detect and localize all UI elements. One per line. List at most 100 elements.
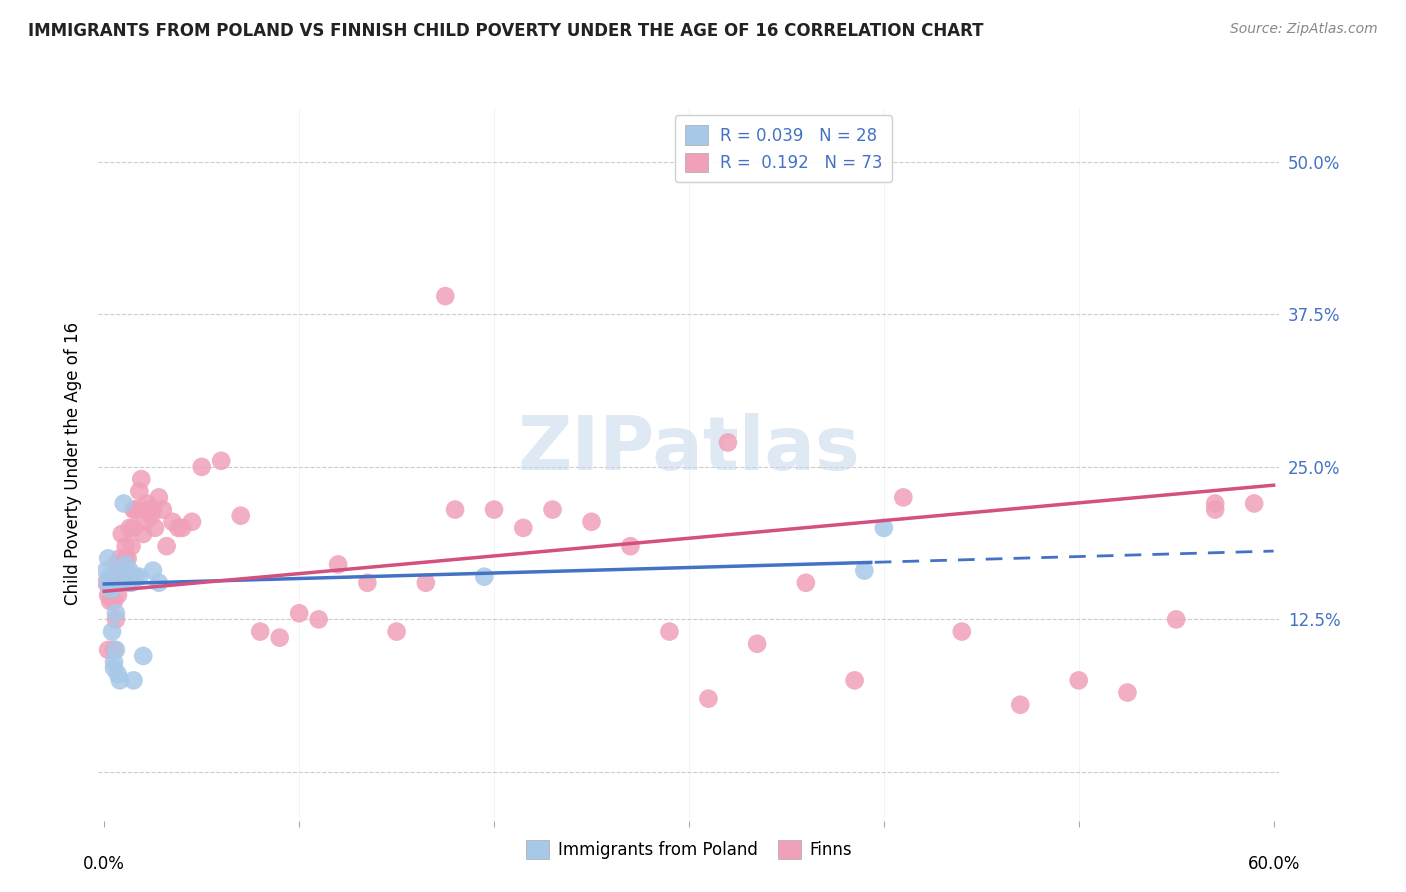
- Point: [1010, 698, 1032, 712]
- Point: [415, 575, 437, 590]
- Point: [104, 612, 127, 626]
- Point: [190, 459, 212, 474]
- Point: [114, 551, 136, 566]
- Point: [1166, 612, 1188, 626]
- Point: [541, 502, 564, 516]
- Point: [132, 648, 155, 663]
- Point: [1204, 496, 1226, 510]
- Point: [122, 521, 145, 535]
- Point: [747, 637, 769, 651]
- Point: [104, 607, 127, 621]
- Point: [209, 454, 232, 468]
- Point: [148, 575, 170, 590]
- Point: [107, 588, 129, 602]
- Point: [853, 564, 876, 578]
- Point: [134, 515, 156, 529]
- Point: [581, 515, 603, 529]
- Point: [132, 527, 155, 541]
- Point: [124, 502, 146, 516]
- Point: [118, 521, 141, 535]
- Point: [444, 502, 467, 516]
- Point: [121, 575, 143, 590]
- Point: [434, 289, 457, 303]
- Point: [142, 502, 165, 516]
- Point: [156, 539, 179, 553]
- Point: [112, 569, 135, 583]
- Text: ZIPatlas: ZIPatlas: [517, 413, 860, 486]
- Point: [104, 643, 127, 657]
- Point: [139, 508, 162, 523]
- Text: Source: ZipAtlas.com: Source: ZipAtlas.com: [1230, 22, 1378, 37]
- Point: [1067, 673, 1090, 688]
- Point: [172, 521, 194, 535]
- Point: [136, 496, 159, 510]
- Point: [104, 558, 127, 572]
- Point: [114, 558, 136, 572]
- Point: [326, 558, 349, 572]
- Point: [103, 661, 125, 675]
- Point: [229, 508, 252, 523]
- Point: [101, 582, 124, 596]
- Point: [128, 569, 150, 583]
- Point: [96, 564, 118, 578]
- Point: [127, 502, 149, 516]
- Point: [950, 624, 973, 639]
- Point: [103, 594, 125, 608]
- Point: [148, 491, 170, 505]
- Text: IMMIGRANTS FROM POLAND VS FINNISH CHILD POVERTY UNDER THE AGE OF 16 CORRELATION : IMMIGRANTS FROM POLAND VS FINNISH CHILD …: [28, 22, 984, 40]
- Point: [1204, 502, 1226, 516]
- Point: [124, 569, 146, 583]
- Point: [111, 575, 134, 590]
- Point: [482, 502, 505, 516]
- Point: [512, 521, 534, 535]
- Point: [96, 575, 118, 590]
- Point: [114, 539, 136, 553]
- Point: [98, 582, 121, 596]
- Point: [117, 575, 139, 590]
- Point: [167, 521, 190, 535]
- Point: [128, 484, 150, 499]
- Point: [619, 539, 641, 553]
- Point: [118, 564, 141, 578]
- Point: [107, 667, 129, 681]
- Point: [356, 575, 378, 590]
- Y-axis label: Child Poverty Under the Age of 16: Child Poverty Under the Age of 16: [65, 322, 83, 606]
- Point: [101, 575, 124, 590]
- Point: [143, 521, 166, 535]
- Point: [98, 569, 121, 583]
- Point: [891, 491, 914, 505]
- Point: [108, 551, 131, 566]
- Point: [111, 564, 134, 578]
- Point: [249, 624, 271, 639]
- Point: [138, 502, 160, 516]
- Text: 60.0%: 60.0%: [1247, 855, 1299, 872]
- Point: [308, 612, 330, 626]
- Point: [107, 564, 129, 578]
- Point: [142, 564, 165, 578]
- Point: [181, 515, 204, 529]
- Point: [1243, 496, 1265, 510]
- Legend: Immigrants from Poland, Finns: Immigrants from Poland, Finns: [519, 833, 859, 866]
- Point: [108, 673, 131, 688]
- Point: [112, 496, 135, 510]
- Point: [1116, 685, 1139, 699]
- Point: [97, 551, 120, 566]
- Point: [385, 624, 408, 639]
- Text: 0.0%: 0.0%: [83, 855, 125, 872]
- Point: [122, 502, 145, 516]
- Point: [97, 575, 120, 590]
- Point: [152, 502, 174, 516]
- Point: [873, 521, 896, 535]
- Point: [98, 594, 121, 608]
- Point: [269, 631, 291, 645]
- Point: [162, 515, 184, 529]
- Point: [97, 643, 120, 657]
- Point: [111, 527, 134, 541]
- Point: [97, 588, 120, 602]
- Point: [103, 643, 125, 657]
- Point: [129, 472, 152, 486]
- Point: [288, 607, 311, 621]
- Point: [103, 655, 125, 669]
- Point: [844, 673, 866, 688]
- Point: [658, 624, 681, 639]
